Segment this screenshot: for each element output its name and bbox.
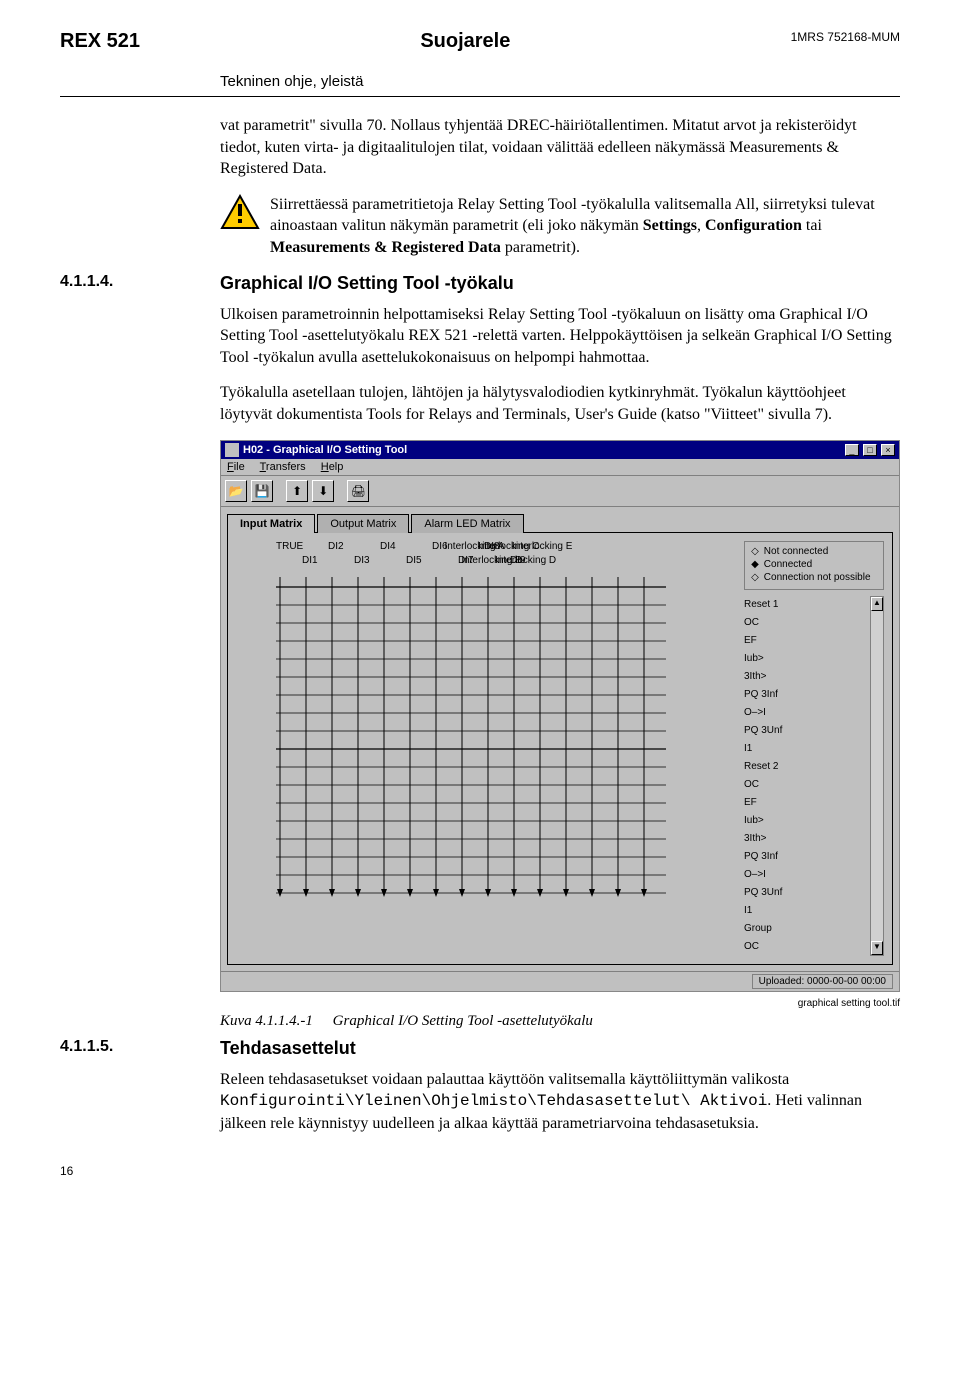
- row-label: PQ 3Unf: [744, 722, 870, 740]
- toolbar-print-icon[interactable]: 🖨: [347, 480, 369, 502]
- column-headers: TRUEDI2DI4DI6DI8Interlocking AInterlocki…: [276, 541, 736, 577]
- scroll-down-button[interactable]: ▼: [871, 941, 883, 955]
- vertical-scrollbar[interactable]: ▲ ▼: [870, 596, 884, 956]
- legend-connected: ◆ Connected: [749, 559, 879, 570]
- tab-input-matrix[interactable]: Input Matrix: [227, 514, 315, 533]
- app-icon: [225, 443, 239, 457]
- menu-file[interactable]: File: [227, 461, 245, 473]
- window-buttons: _ □ ×: [844, 444, 895, 456]
- col-header-top: Interlocking E: [512, 541, 573, 552]
- row-label: Iub>: [744, 650, 870, 668]
- subheader: Tekninen ohje, yleistä: [220, 73, 900, 90]
- col-header-bot: Interlocking D: [495, 555, 556, 566]
- row-label: PQ 3Unf: [744, 884, 870, 902]
- menu-help[interactable]: Help: [321, 461, 344, 473]
- figure-filename: graphical setting tool.tif: [220, 998, 900, 1009]
- matrix-grid[interactable]: [276, 577, 666, 903]
- close-button[interactable]: ×: [881, 444, 895, 456]
- header-product: REX 521: [60, 30, 140, 53]
- window-title: H02 - Graphical I/O Setting Tool: [243, 444, 844, 456]
- header-docnum: 1MRS 752168-MUM: [791, 30, 900, 53]
- legend-box: ◇ Not connected ◆ Connected ◇ Connection…: [744, 541, 884, 590]
- content: vat parametrit" sivulla 70. Nollaus tyhj…: [220, 115, 900, 1134]
- matrix-panel: TRUEDI2DI4DI6DI8Interlocking AInterlocki…: [227, 532, 893, 965]
- row-label: EF: [744, 632, 870, 650]
- status-uploaded: Uploaded: 0000-00-00 00:00: [752, 974, 893, 989]
- statusbar: Uploaded: 0000-00-00 00:00: [221, 971, 899, 991]
- titlebar[interactable]: H02 - Graphical I/O Setting Tool _ □ ×: [221, 441, 899, 459]
- col-header-bot: DI5: [406, 555, 422, 566]
- row-label: OC: [744, 614, 870, 632]
- row-label: OC: [744, 938, 870, 956]
- matrix-left: TRUEDI2DI4DI6DI8Interlocking AInterlocki…: [236, 541, 736, 956]
- scroll-up-button[interactable]: ▲: [871, 597, 883, 611]
- toolbar-save-icon[interactable]: 💾: [251, 480, 273, 502]
- row-label: EF: [744, 794, 870, 812]
- warning-text: Siirrettäessä parametritietoja Relay Set…: [270, 194, 900, 259]
- row-label: PQ 3Inf: [744, 848, 870, 866]
- section-4115-row: 4.1.1.5. Tehdasasettelut: [220, 1038, 900, 1059]
- toolbar-upload-icon[interactable]: ⬆: [286, 480, 308, 502]
- section-title: Graphical I/O Setting Tool -työkalu: [220, 273, 514, 294]
- menu-transfers[interactable]: Transfers: [260, 461, 306, 473]
- legend-not-connected: ◇ Not connected: [749, 546, 879, 557]
- figure-number: Kuva 4.1.1.4.-1: [220, 1013, 313, 1029]
- row-label: 3Ith>: [744, 668, 870, 686]
- section-number: 4.1.1.4.: [60, 273, 200, 294]
- figure-caption-text: Graphical I/O Setting Tool -asettelutyök…: [333, 1013, 593, 1029]
- col-header-top: DI2: [328, 541, 344, 552]
- col-header-top: DI4: [380, 541, 396, 552]
- row-label: I1: [744, 740, 870, 758]
- menubar: File Transfers Help: [221, 459, 899, 476]
- page-number: 16: [60, 1164, 900, 1178]
- row-label: PQ 3Inf: [744, 686, 870, 704]
- toolbar-open-icon[interactable]: 📂: [225, 480, 247, 502]
- col-header-top: TRUE: [276, 541, 303, 552]
- warning-icon: [220, 194, 260, 230]
- page: REX 521 Suojarele 1MRS 752168-MUM Teknin…: [0, 0, 960, 1208]
- row-group-title: Reset 1: [744, 596, 870, 614]
- row-label: I1: [744, 902, 870, 920]
- row-label: 3Ith>: [744, 830, 870, 848]
- row-group-title: Group: [744, 920, 870, 938]
- tabbar: Input Matrix Output Matrix Alarm LED Mat…: [221, 507, 899, 532]
- warning-box: Siirrettäessä parametritietoja Relay Set…: [220, 194, 900, 259]
- section-title-4115: Tehdasasettelut: [220, 1038, 356, 1059]
- row-label: OC: [744, 776, 870, 794]
- page-header: REX 521 Suojarele 1MRS 752168-MUM: [60, 30, 900, 53]
- header-title: Suojarele: [420, 30, 510, 53]
- row-label: O–>I: [744, 704, 870, 722]
- paragraph-4: Releen tehdasasetukset voidaan palauttaa…: [220, 1069, 900, 1135]
- maximize-button[interactable]: □: [863, 444, 877, 456]
- toolbar: 📂 💾 ⬆ ⬇ 🖨: [221, 476, 899, 507]
- row-label: Iub>: [744, 812, 870, 830]
- row-labels: Reset 1OCEFIub>3Ith>PQ 3InfO–>IPQ 3UnfI1…: [744, 596, 870, 956]
- col-header-bot: DI1: [302, 555, 318, 566]
- row-group-title: Reset 2: [744, 758, 870, 776]
- figure-caption: Kuva 4.1.1.4.-1 Graphical I/O Setting To…: [220, 1013, 900, 1030]
- paragraph-2: Ulkoisen parametroinnin helpottamiseksi …: [220, 304, 900, 369]
- paragraph-intro: vat parametrit" sivulla 70. Nollaus tyhj…: [220, 115, 900, 180]
- minimize-button[interactable]: _: [845, 444, 859, 456]
- header-rule: [60, 96, 900, 97]
- toolbar-download-icon[interactable]: ⬇: [312, 480, 334, 502]
- row-label: O–>I: [744, 866, 870, 884]
- tab-output-matrix[interactable]: Output Matrix: [317, 514, 409, 533]
- app-window: H02 - Graphical I/O Setting Tool _ □ × F…: [220, 440, 900, 992]
- section-number-4115: 4.1.1.5.: [60, 1038, 200, 1059]
- grid-area: [276, 577, 736, 903]
- paragraph-3: Työkalulla asetellaan tulojen, lähtöjen …: [220, 382, 900, 425]
- section-4114-row: 4.1.1.4. Graphical I/O Setting Tool -työ…: [220, 273, 900, 294]
- tab-alarm-led-matrix[interactable]: Alarm LED Matrix: [411, 514, 523, 533]
- legend-not-possible: ◇ Connection not possible: [749, 572, 879, 583]
- col-header-bot: DI3: [354, 555, 370, 566]
